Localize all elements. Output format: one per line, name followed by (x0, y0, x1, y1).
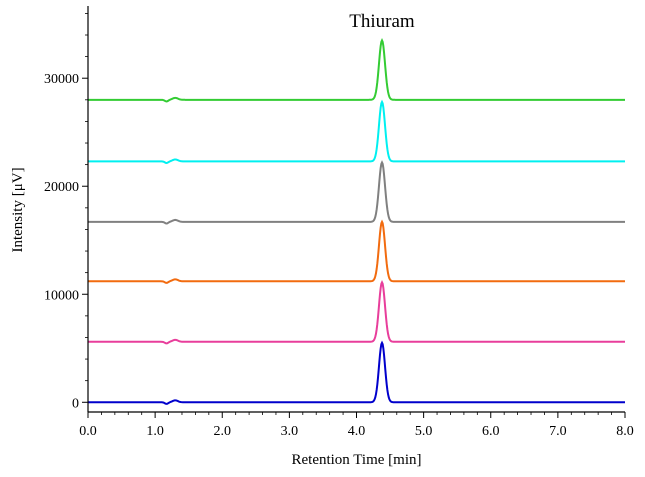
series-line-2 (88, 279, 625, 345)
x-tick-label: 1.0 (146, 424, 164, 439)
series-line-3 (88, 219, 625, 284)
series-line-6 (88, 38, 625, 103)
x-tick-label: 7.0 (549, 424, 567, 439)
series-line-1 (88, 340, 625, 405)
y-axis-title: Intensity [μV] (10, 167, 26, 252)
y-tick-label: 30000 (44, 72, 79, 87)
x-tick-label: 0.0 (79, 424, 97, 439)
x-tick-label: 4.0 (348, 424, 366, 439)
x-tick-label: 8.0 (616, 424, 634, 439)
series-line-4 (88, 160, 625, 225)
y-tick-label: 10000 (44, 288, 79, 303)
x-tick-label: 3.0 (281, 424, 299, 439)
x-axis-title: Retention Time [min] (291, 452, 421, 468)
series-layer (88, 38, 625, 405)
y-tick-label: 20000 (44, 180, 79, 195)
series-line-5 (88, 99, 625, 165)
y-tick-label: 0 (72, 396, 79, 411)
x-tick-label: 2.0 (214, 424, 232, 439)
peak-annotation: Thiuram (349, 11, 415, 32)
x-tick-label: 6.0 (482, 424, 500, 439)
axes: 0.0 1.0 2.0 3.0 4.0 5.0 6.0 7.0 8.0 0 10000 20000 30… (44, 6, 634, 439)
x-tick-label: 5.0 (415, 424, 433, 439)
